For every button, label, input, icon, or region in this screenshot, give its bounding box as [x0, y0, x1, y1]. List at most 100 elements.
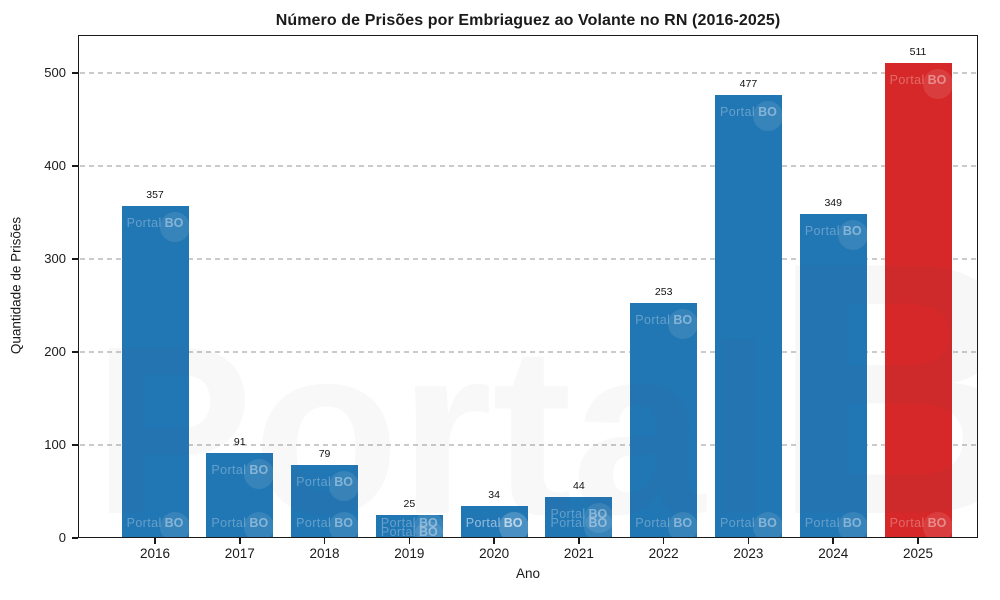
x-tick-mark-2022: [662, 538, 665, 544]
bar-watermark-brand-regular: Portal: [211, 463, 247, 478]
x-tick-mark-2023: [747, 538, 750, 544]
bar-watermark-brand-regular: Portal: [380, 515, 416, 530]
bar-value-label-2017: 91: [233, 436, 246, 449]
bar-2022: Portal BO Portal BO: [630, 302, 698, 538]
chart-title: Número de Prisões por Embriaguez ao Vola…: [275, 12, 781, 29]
bar-watermark-brand-bold: BO: [334, 474, 353, 489]
y-gridline-500: [80, 72, 976, 74]
bar-watermark-brand-regular: Portal: [720, 515, 756, 530]
bar-watermark-brand-bold: BO: [588, 515, 608, 530]
bar-watermark-bottom: Portal BO: [630, 511, 697, 535]
y-tick-label-0: 0: [58, 530, 66, 545]
x-tick-label-2020: 2020: [479, 546, 510, 561]
bar-watermark-bottom: Portal BO: [291, 511, 358, 535]
x-tick-mark-2024: [832, 538, 835, 544]
x-tick-label-2023: 2023: [733, 546, 764, 561]
bar-watermark-bottom: Portal BO: [545, 511, 612, 535]
bar-watermark-brand-bold: BO: [927, 515, 947, 530]
bar-value-label-2024: 349: [824, 196, 842, 209]
x-tick-label-2021: 2021: [563, 546, 594, 561]
bar-watermark-brand-regular: Portal: [804, 515, 840, 530]
bar-watermark-top: Portal BO: [715, 100, 782, 124]
bar-watermark-top: Portal BO: [376, 520, 443, 538]
y-tick-mark-500: [72, 72, 78, 74]
bar-watermark-brand-bold: BO: [673, 312, 693, 327]
y-tick-label-500: 500: [44, 65, 66, 81]
bar-watermark-brand-bold: BO: [164, 216, 184, 231]
y-tick-label-400: 400: [44, 158, 66, 174]
bar-watermark-brand-bold: BO: [842, 223, 862, 238]
bar-watermark-brand-bold: BO: [588, 507, 608, 522]
bar-value-label-2016: 357: [146, 189, 164, 202]
bar-2018: Portal BO Portal BO: [291, 464, 359, 538]
bar-2023: Portal BO Portal BO: [714, 94, 782, 538]
bar-watermark-brand-bold: BO: [673, 515, 693, 530]
bar-watermark-brand-bold: BO: [503, 516, 523, 531]
bar-value-label-2023: 477: [739, 77, 758, 90]
bar-watermark-brand-regular: Portal: [465, 516, 501, 531]
bar-watermark-brand-regular: Portal: [550, 515, 586, 530]
bar-watermark-brand-bold: BO: [927, 72, 947, 87]
y-tick-label-200: 200: [44, 344, 66, 360]
bar-watermark-top: Portal BO: [800, 219, 867, 243]
bar-watermark-top: Portal BO: [206, 458, 273, 482]
y-tick-mark-0: [72, 537, 78, 539]
bar-2025: Portal BO Portal BO: [884, 62, 952, 538]
bar-watermark-brand-bold: BO: [249, 463, 269, 478]
bar-watermark-bottom: Portal BO: [376, 515, 443, 535]
bar-watermark-brand-regular: Portal: [296, 515, 332, 530]
y-tick-label-100: 100: [44, 437, 66, 453]
bar-value-label-2025: 511: [909, 45, 927, 58]
bar-watermark-bottom: Portal BO: [715, 511, 782, 535]
bar-watermark-bottom: Portal BO: [800, 511, 867, 535]
x-tick-label-2025: 2025: [902, 546, 934, 561]
y-tick-mark-300: [72, 258, 78, 260]
x-tick-mark-2019: [408, 538, 411, 544]
bar-watermark-brand-bold: BO: [758, 515, 777, 530]
y-tick-label-300: 300: [44, 251, 66, 267]
bar-watermark-top: Portal BO: [122, 211, 189, 235]
bar-watermark-brand-regular: Portal: [465, 515, 501, 530]
bar-watermark-top: Portal BO: [630, 308, 697, 332]
x-tick-mark-2020: [493, 538, 495, 544]
bar-watermark-brand-regular: Portal: [296, 474, 332, 489]
bar-value-label-2020: 34: [488, 489, 500, 502]
x-tick-mark-2016: [154, 538, 156, 544]
x-tick-label-2017: 2017: [224, 546, 255, 561]
x-tick-label-2016: 2016: [139, 546, 171, 561]
x-axis-title: Ano: [515, 566, 541, 581]
bar-watermark-brand-bold: BO: [249, 515, 269, 530]
x-tick-mark-2018: [323, 538, 326, 544]
bar-watermark-brand-regular: Portal: [380, 524, 416, 538]
y-gridline-200: [80, 351, 976, 353]
bar-watermark-brand-regular: Portal: [720, 104, 756, 119]
x-tick-label-2022: 2022: [648, 546, 679, 561]
bar-value-label-2021: 44: [573, 480, 585, 493]
bar-watermark-bottom: Portal BO: [122, 511, 189, 535]
bar-2020: Portal BO Portal BO: [460, 506, 528, 538]
y-gridline-300: [80, 258, 976, 260]
bar-watermark-bottom: Portal BO: [206, 511, 273, 535]
y-tick-mark-400: [72, 165, 78, 167]
bar-watermark-top: Portal BO: [885, 68, 952, 92]
bar-watermark-brand-bold: BO: [418, 524, 438, 538]
bar-watermark-brand-regular: Portal: [126, 515, 162, 530]
bar-2021: Portal BO Portal BO: [545, 497, 613, 538]
bar-watermark-top: Portal BO: [461, 511, 528, 535]
bar-watermark-brand-regular: Portal: [889, 72, 925, 87]
bar-watermark-brand-regular: Portal: [635, 515, 671, 530]
bar-watermark-brand-regular: Portal: [550, 507, 586, 522]
bar-value-label-2019: 25: [403, 497, 416, 510]
bar-watermark-brand-bold: BO: [334, 515, 353, 530]
bar-watermark-brand-bold: BO: [758, 104, 777, 119]
bar-2019: Portal BO Portal BO: [375, 514, 443, 538]
bar-watermark-brand-regular: Portal: [126, 216, 162, 231]
bar-watermark-brand-regular: Portal: [211, 515, 247, 530]
bar-watermark-brand-bold: BO: [164, 515, 184, 530]
bar-watermark-brand-regular: Portal: [635, 312, 671, 327]
bar-watermark-top: Portal BO: [291, 470, 358, 494]
x-tick-mark-2025: [917, 538, 919, 544]
y-tick-mark-100: [72, 444, 78, 446]
x-tick-label-2018: 2018: [309, 546, 340, 561]
